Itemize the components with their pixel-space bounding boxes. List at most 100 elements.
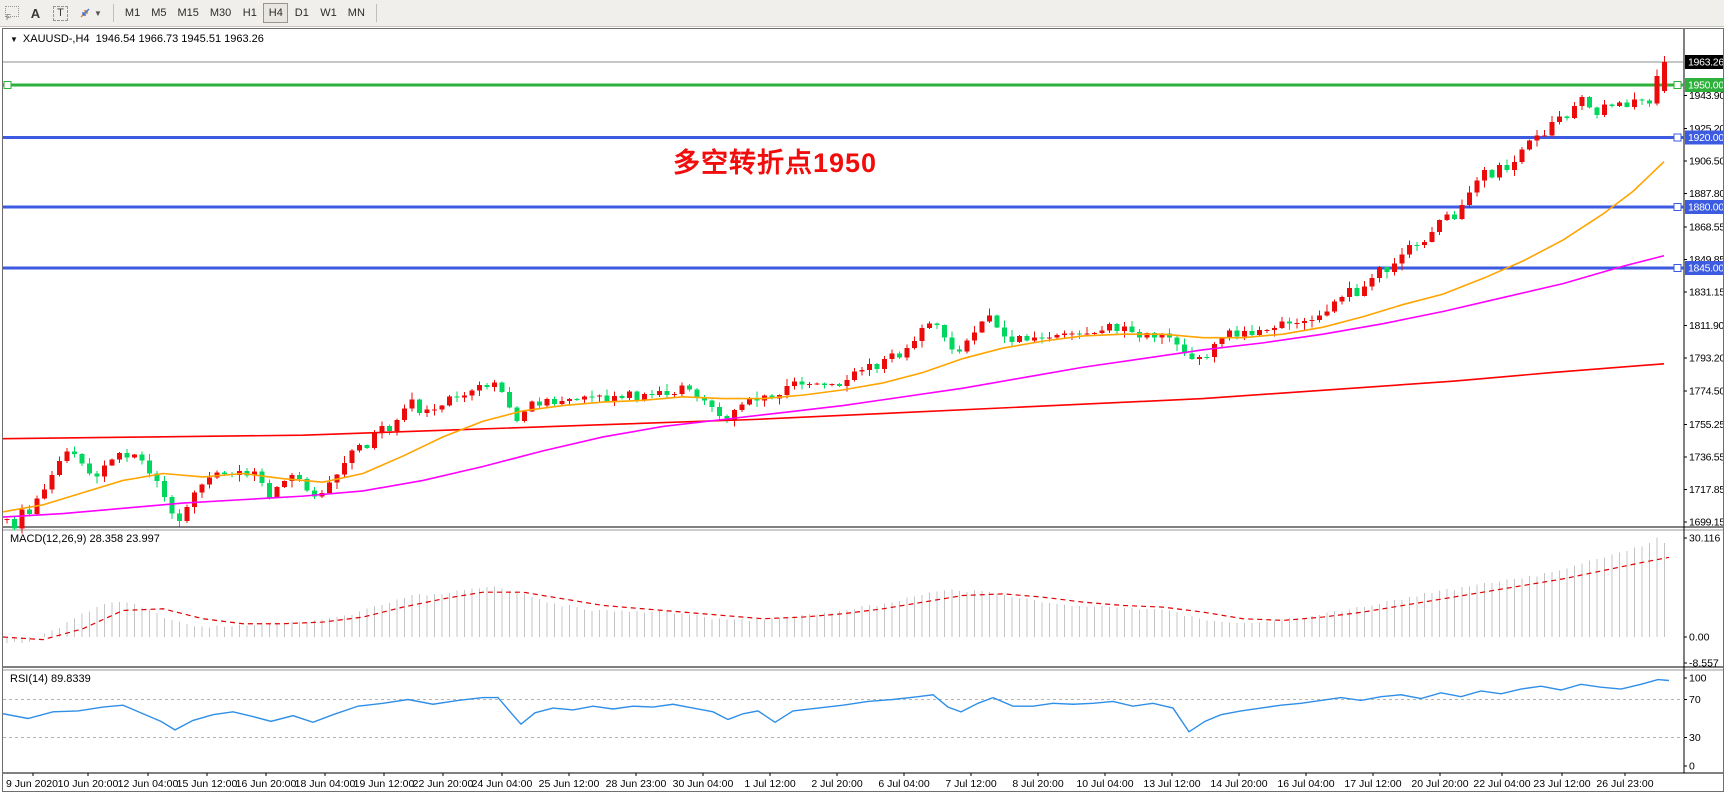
- time-tick-label: 22 Jul 04:00: [1473, 778, 1530, 790]
- timeframe-button-m30[interactable]: M30: [209, 7, 232, 19]
- time-tick-label: 14 Jul 20:00: [1210, 778, 1267, 790]
- hline-1920[interactable]: [3, 133, 1684, 142]
- time-tick-label: 20 Jul 20:00: [1411, 778, 1468, 790]
- timeframe-button-mn[interactable]: MN: [347, 7, 365, 19]
- chart-canvas[interactable]: 1943.90 1925.20 1906.50 1887.80 1868.55 1849.…: [3, 29, 1723, 791]
- axis-tick-label: 1736.55: [1689, 451, 1723, 463]
- price-badge-current: 1963.26: [1685, 55, 1723, 69]
- line-handle: [1673, 133, 1682, 142]
- arrows-tool-dropdown[interactable]: ▼: [73, 3, 107, 23]
- axis-tick-label: 1925.20: [1689, 123, 1723, 135]
- axis-tick-label: 1717.85: [1689, 484, 1723, 496]
- line-handle: [1673, 263, 1682, 272]
- rsi-line: [3, 678, 1670, 733]
- axis-tick-label: 1811.90: [1689, 320, 1723, 332]
- diagonal-arrows-icon: [80, 8, 90, 18]
- chart-title-bar[interactable]: ▼ XAUUSD-,H4 1946.54 1966.73 1945.51 196…: [10, 33, 264, 45]
- macd-histogram: [6, 537, 1666, 644]
- time-tick-label: 6 Jul 04:00: [878, 778, 930, 790]
- hline-1845[interactable]: [3, 263, 1684, 272]
- macd-signal-line: [3, 556, 1670, 641]
- time-tick-label: 28 Jun 23:00: [606, 778, 667, 790]
- annotation-text[interactable]: 多空转折点1950: [673, 148, 878, 178]
- timeframe-button-d1[interactable]: D1: [294, 7, 309, 19]
- font-tool-button[interactable]: A: [23, 3, 48, 23]
- toolbar-f-label: F: [6, 13, 11, 22]
- axis-tick-label: 1831.15: [1689, 287, 1723, 299]
- letter-a-icon: A: [30, 5, 41, 21]
- chevron-down-icon: ▼: [94, 8, 102, 18]
- axis-tick-label: 1887.80: [1689, 188, 1723, 200]
- timeframe-button-m15[interactable]: M15: [177, 7, 199, 19]
- candles-layer: [4, 55, 1667, 534]
- toolbar-handle-icon[interactable]: F: [5, 5, 19, 22]
- svg-text:30: 30: [1689, 732, 1701, 744]
- svg-text:-8.557: -8.557: [1689, 658, 1719, 670]
- text-label-tool-button[interactable]: T: [48, 3, 73, 23]
- time-tick-label: 15 Jun 12:00: [177, 778, 238, 790]
- time-tick-label: 7 Jul 12:00: [945, 778, 997, 790]
- price-badge-1950: 1950.00: [1685, 78, 1723, 93]
- time-tick-label: 9 Jun 2020: [6, 778, 58, 790]
- ma-slow: [3, 362, 1665, 440]
- time-tick-label: 23 Jul 12:00: [1533, 778, 1590, 790]
- time-tick-label: 12 Jun 04:00: [118, 778, 179, 790]
- rsi-indicator-label: RSI(14) 89.8339: [10, 673, 91, 685]
- svg-text:1950.00: 1950.00: [1688, 80, 1723, 92]
- axis-tick-label: 1699.15: [1689, 517, 1723, 529]
- timeframe-button-m5[interactable]: M5: [151, 7, 167, 19]
- svg-text:1963.26: 1963.26: [1688, 57, 1723, 69]
- price-badge-1880: 1880.00: [1685, 200, 1723, 215]
- chart-window[interactable]: 1943.90 1925.20 1906.50 1887.80 1868.55 1849.…: [2, 28, 1724, 792]
- axis-tick-label: 1868.55: [1689, 221, 1723, 233]
- axis-tick-label: 1793.20: [1689, 353, 1723, 365]
- hline-1880[interactable]: [3, 203, 1684, 212]
- axis-tick-label: 1849.85: [1689, 254, 1723, 266]
- line-handle: [1673, 203, 1682, 212]
- axis-tick-label: 1774.50: [1689, 385, 1723, 397]
- svg-text:70: 70: [1689, 694, 1701, 706]
- svg-text:0.00: 0.00: [1689, 632, 1710, 644]
- time-tick-label: 10 Jun 20:00: [58, 778, 119, 790]
- svg-text:0: 0: [1689, 761, 1695, 773]
- axis-tick-label: 1906.50: [1689, 155, 1723, 167]
- price-badge-1845: 1845.00: [1685, 260, 1723, 275]
- ma-mid-line: [3, 255, 1665, 518]
- line-handle: [3, 81, 12, 90]
- time-tick-label: 22 Jun 20:00: [413, 778, 474, 790]
- time-tick-label: 19 Jun 12:00: [354, 778, 415, 790]
- grip-dots-icon: [5, 6, 19, 17]
- axis-tick-label: 1755.25: [1689, 419, 1723, 431]
- rsi-level-lines: [3, 699, 1684, 738]
- letter-t-icon: T: [53, 5, 68, 21]
- macd-signal: [3, 556, 1670, 641]
- rsi-axis: 100 70 30 0: [1684, 673, 1707, 773]
- toolbar-separator: [112, 4, 114, 22]
- price-axis: 1943.90 1925.20 1906.50 1887.80 1868.55 1849.…: [1684, 90, 1723, 529]
- hline-1950[interactable]: [3, 81, 1684, 90]
- timeframe-button-h1[interactable]: H1: [242, 7, 257, 19]
- macd-indicator-label: MACD(12,26,9) 28.358 23.997: [10, 533, 160, 545]
- time-tick-label: 25 Jun 12:00: [539, 778, 600, 790]
- time-tick-label: 16 Jun 20:00: [236, 778, 297, 790]
- timeframe-button-w1[interactable]: W1: [320, 7, 337, 19]
- time-tick-label: 1 Jul 12:00: [744, 778, 796, 790]
- ma-slow-line: [3, 362, 1665, 440]
- timeframe-button-m1[interactable]: M1: [124, 7, 141, 19]
- time-tick-label: 16 Jul 04:00: [1277, 778, 1334, 790]
- toolbar-separator-2: [375, 4, 377, 22]
- svg-text:1845.00: 1845.00: [1688, 262, 1723, 274]
- timeframe-button-h4[interactable]: H4: [263, 3, 289, 23]
- time-tick-label: 2 Jul 20:00: [811, 778, 863, 790]
- time-tick-label: 8 Jul 20:00: [1012, 778, 1064, 790]
- rsi: [3, 678, 1670, 733]
- time-tick-label: 24 Jun 04:00: [472, 778, 533, 790]
- ma-fast: [3, 161, 1665, 513]
- time-tick-label: 26 Jul 23:00: [1596, 778, 1653, 790]
- top-toolbar: F A T ▼ M1 M5 M15 M30 H1 H4 D1 W1 MN: [0, 0, 1724, 27]
- chart-collapse-icon[interactable]: ▼: [10, 34, 18, 44]
- macd-axis: 30.116 0.00 -8.557: [1684, 533, 1720, 670]
- time-tick-label: 10 Jul 04:00: [1076, 778, 1133, 790]
- time-tick-label: 17 Jul 12:00: [1344, 778, 1401, 790]
